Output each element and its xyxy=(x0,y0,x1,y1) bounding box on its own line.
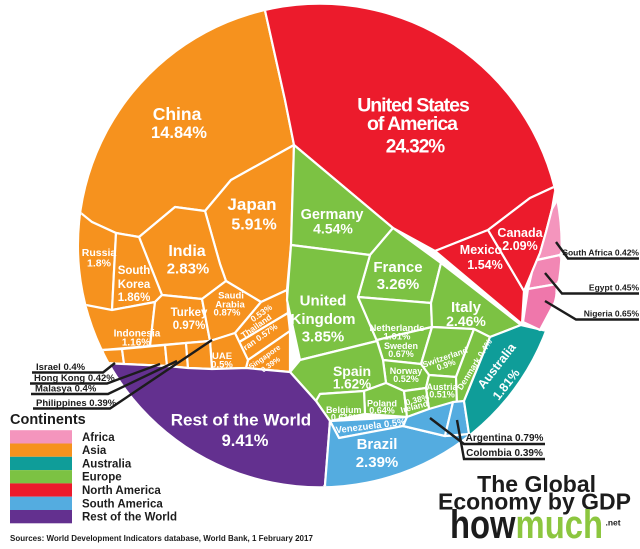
svg-text:Israel 0.4%: Israel 0.4% xyxy=(36,362,86,373)
svg-text:2.83%: 2.83% xyxy=(167,261,210,278)
svg-text:1.16%: 1.16% xyxy=(122,338,150,349)
svg-text:France: France xyxy=(373,259,422,276)
svg-text:Colombia 0.39%: Colombia 0.39% xyxy=(466,448,543,459)
svg-text:Spain: Spain xyxy=(333,363,371,379)
svg-text:24.32%: 24.32% xyxy=(386,137,446,158)
svg-text:Australia: Australia xyxy=(82,458,132,470)
svg-text:South America: South America xyxy=(82,498,163,510)
svg-text:Kingdom: Kingdom xyxy=(291,311,356,328)
svg-text:The Global: The Global xyxy=(477,471,596,497)
svg-text:Japan: Japan xyxy=(227,195,276,214)
svg-text:United States: United States xyxy=(357,95,470,117)
svg-text:0.61%: 0.61% xyxy=(331,413,357,423)
svg-text:Economy by GDP: Economy by GDP xyxy=(438,489,631,515)
svg-text:Norway: Norway xyxy=(390,366,423,376)
svg-text:howmuch: howmuch xyxy=(450,503,603,547)
svg-text:India: India xyxy=(168,243,205,260)
svg-text:Philippines 0.39%: Philippines 0.39% xyxy=(36,398,117,409)
svg-text:1.8%: 1.8% xyxy=(87,258,112,270)
svg-text:Belgium: Belgium xyxy=(326,405,362,415)
svg-text:2.39%: 2.39% xyxy=(356,454,399,471)
svg-text:South: South xyxy=(118,265,151,277)
svg-text:0.87%: 0.87% xyxy=(214,308,241,319)
svg-text:Africa: Africa xyxy=(82,432,115,444)
svg-text:Brazil: Brazil xyxy=(357,436,398,453)
svg-text:Asia: Asia xyxy=(82,445,107,457)
svg-text:South Africa 0.42%: South Africa 0.42% xyxy=(562,248,639,258)
svg-text:0.97%: 0.97% xyxy=(173,320,206,332)
svg-text:0.64%: 0.64% xyxy=(369,406,395,416)
svg-text:0.51%: 0.51% xyxy=(429,390,455,400)
svg-text:Malasya 0.4%: Malasya 0.4% xyxy=(35,384,97,395)
svg-text:Nigeria 0.65%: Nigeria 0.65% xyxy=(584,309,640,319)
svg-text:4.54%: 4.54% xyxy=(313,221,353,237)
svg-text:Rest of the World: Rest of the World xyxy=(82,512,177,524)
svg-text:Netherlands: Netherlands xyxy=(370,323,425,334)
svg-text:Rest of the World: Rest of the World xyxy=(171,411,311,430)
svg-text:Russia: Russia xyxy=(82,247,117,259)
svg-text:Italy: Italy xyxy=(451,299,482,316)
svg-text:Continents: Continents xyxy=(10,412,86,428)
svg-text:2.09%: 2.09% xyxy=(502,239,537,253)
svg-text:China: China xyxy=(153,104,202,124)
svg-text:Indonesia: Indonesia xyxy=(114,329,161,340)
svg-text:Poland: Poland xyxy=(367,399,397,409)
svg-text:1.62%: 1.62% xyxy=(333,377,371,392)
svg-text:North America: North America xyxy=(82,485,161,497)
svg-text:Argentina 0.79%: Argentina 0.79% xyxy=(466,433,544,444)
svg-text:of America: of America xyxy=(367,113,458,135)
svg-text:Egypt 0.45%: Egypt 0.45% xyxy=(589,283,640,293)
svg-text:Saudi: Saudi xyxy=(218,291,244,302)
svg-text:Sweden: Sweden xyxy=(384,341,418,351)
svg-text:Mexico: Mexico xyxy=(460,243,503,257)
svg-text:0.52%: 0.52% xyxy=(393,374,419,384)
svg-text:Arabia: Arabia xyxy=(215,300,245,311)
svg-text:Hong Kong 0.42%: Hong Kong 0.42% xyxy=(34,373,115,384)
svg-text:Canada: Canada xyxy=(497,226,543,240)
svg-text:.net: .net xyxy=(606,518,621,528)
svg-text:1.01%: 1.01% xyxy=(384,332,411,343)
svg-text:Sources: World Development Ind: Sources: World Development Indicators da… xyxy=(10,534,313,543)
svg-text:0.67%: 0.67% xyxy=(388,349,414,359)
svg-text:1.54%: 1.54% xyxy=(467,258,502,272)
svg-text:3.26%: 3.26% xyxy=(377,276,420,293)
svg-text:5.91%: 5.91% xyxy=(231,217,276,234)
svg-text:9.41%: 9.41% xyxy=(222,432,269,450)
svg-text:Europe: Europe xyxy=(82,472,122,484)
svg-text:United: United xyxy=(300,293,347,310)
svg-text:14.84%: 14.84% xyxy=(151,124,207,142)
svg-text:Turkey: Turkey xyxy=(171,307,208,319)
svg-text:1.86%: 1.86% xyxy=(118,292,151,304)
svg-text:3.85%: 3.85% xyxy=(302,329,345,346)
svg-text:0.5%: 0.5% xyxy=(211,360,233,371)
svg-text:UAE: UAE xyxy=(212,351,232,362)
svg-text:2.46%: 2.46% xyxy=(446,313,486,329)
svg-text:Korea: Korea xyxy=(118,279,151,291)
svg-text:Austria: Austria xyxy=(426,382,458,392)
svg-text:Germany: Germany xyxy=(301,207,364,223)
